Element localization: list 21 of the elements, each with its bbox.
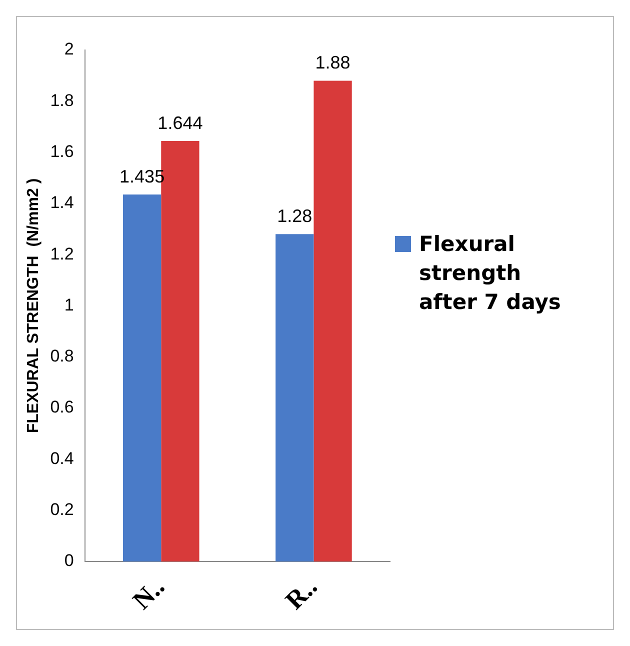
y-axis-title: FLEXURAL STRENGTH (N/mm2 ) xyxy=(25,178,42,434)
data-label: 1.28 xyxy=(277,206,312,226)
y-tick-label: 1.6 xyxy=(50,142,74,161)
y-tick-label: 1.4 xyxy=(50,193,74,212)
y-tick-label: 0 xyxy=(64,551,74,570)
x-tick-label: R.. xyxy=(280,572,323,615)
data-label: 1.88 xyxy=(315,52,350,73)
x-tick-label: N.. xyxy=(127,572,170,615)
y-tick-label: 0.8 xyxy=(50,346,74,366)
y-tick-label: 1.8 xyxy=(50,90,74,110)
data-label: 1.644 xyxy=(158,113,203,134)
legend-label: Flexural strength after 7 days xyxy=(419,231,562,316)
y-tick-label: 0.2 xyxy=(50,500,74,520)
y-tick-label: 1 xyxy=(64,295,74,314)
y-tick-label: 0.6 xyxy=(50,398,74,417)
y-tick-label: 0.4 xyxy=(50,448,74,468)
bar xyxy=(122,194,162,562)
bar xyxy=(314,80,352,562)
y-tick-label: 1.2 xyxy=(50,244,74,264)
bar xyxy=(276,234,314,562)
y-tick-label: 2 xyxy=(64,40,74,59)
